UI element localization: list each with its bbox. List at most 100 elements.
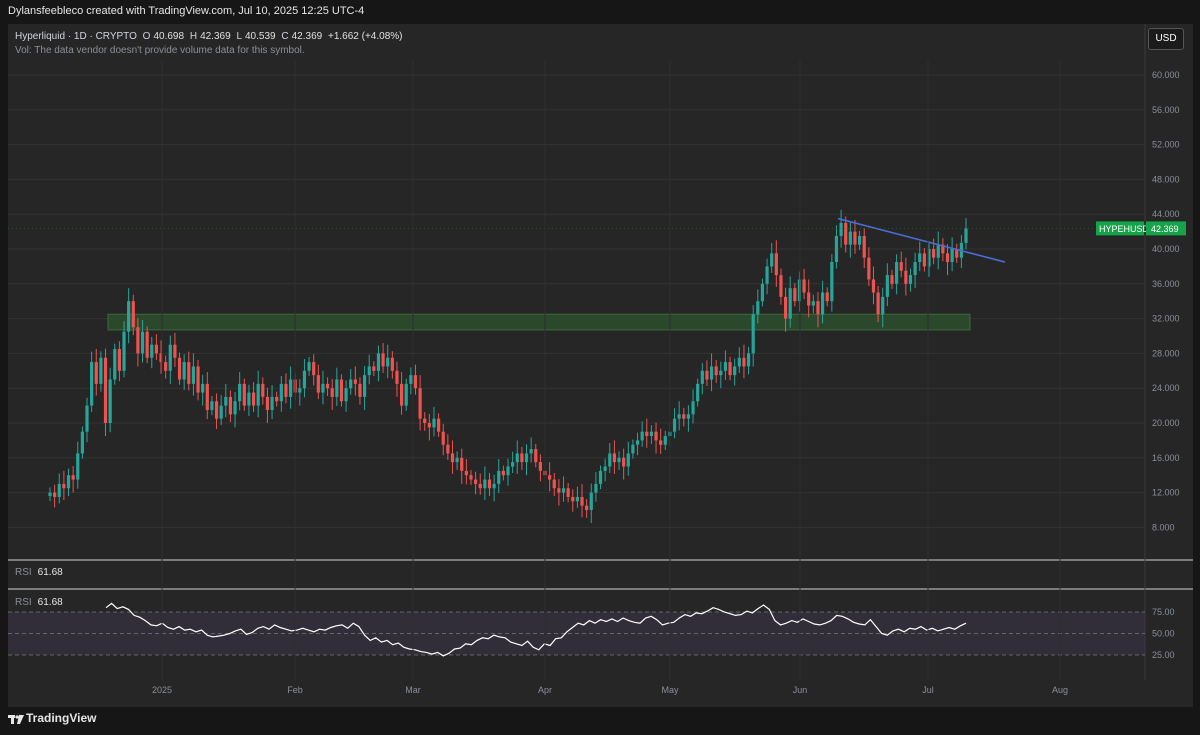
candle-body: [783, 296, 788, 319]
candle-body: [524, 453, 529, 463]
candle-body: [964, 228, 968, 243]
candle-body: [802, 279, 806, 293]
candle-body: [603, 466, 607, 471]
candle-body: [131, 301, 135, 328]
candle-body: [820, 292, 825, 315]
candle-body: [589, 492, 593, 510]
candle-body: [733, 366, 737, 376]
candle-body: [321, 383, 325, 393]
candle-body: [793, 288, 797, 302]
price-tick-label: 12.000: [1152, 488, 1180, 498]
candle-body: [349, 379, 353, 389]
candle-body: [242, 383, 246, 406]
candle-body: [94, 362, 98, 384]
candle-body: [418, 388, 422, 419]
candle-body: [895, 262, 899, 284]
trendline: [837, 217, 1006, 263]
candle-body: [622, 457, 626, 467]
candle-body: [344, 388, 348, 402]
candle-body: [312, 362, 316, 376]
candle-body: [103, 357, 108, 423]
candle-body: [691, 401, 695, 415]
candle-body: [399, 383, 404, 406]
change-value: +1.662 (+4.08%): [327, 31, 403, 42]
candle-body: [381, 353, 385, 367]
rsi-header: RSI 61.68: [15, 567, 63, 578]
candle-body: [460, 457, 464, 471]
candle-body: [469, 475, 473, 480]
candle-body: [663, 436, 667, 445]
candle-body: [205, 383, 209, 410]
high-label: H: [189, 31, 198, 42]
price-tick-label: 40.000: [1152, 244, 1180, 254]
price-tick-label: 16.000: [1152, 453, 1180, 463]
candle-body: [210, 401, 214, 410]
price-tick-label: 44.000: [1152, 209, 1180, 219]
candle-body: [830, 262, 834, 302]
price-tick-label: 32.000: [1152, 314, 1180, 324]
low-value: 40.539: [245, 31, 276, 42]
candle-body: [154, 344, 159, 354]
candle-body: [201, 383, 205, 393]
candle-body: [173, 344, 177, 358]
candle-body: [450, 453, 455, 463]
candle-body: [913, 262, 917, 276]
candle-body: [367, 366, 371, 376]
rsi-line: [105, 602, 967, 657]
candle-body: [288, 379, 293, 397]
candle-body: [714, 366, 718, 376]
candle-body: [848, 231, 852, 245]
candle-body: [635, 440, 640, 445]
candle-body: [654, 431, 658, 441]
tradingview-logo-icon: [8, 711, 24, 725]
time-tick-label: May: [661, 685, 679, 695]
candle-body: [427, 423, 431, 428]
price-tick-label: 52.000: [1152, 140, 1180, 150]
candle-body: [279, 383, 283, 402]
tradingview-logo[interactable]: TradingView: [8, 711, 96, 725]
candle-body: [885, 275, 889, 297]
candle-body: [955, 249, 959, 258]
candle-body: [705, 370, 709, 380]
candle-body: [506, 466, 510, 476]
chart-frame: [8, 24, 1193, 707]
candle-body: [742, 357, 746, 367]
candle-body: [617, 457, 621, 463]
price-tick-label: 28.000: [1152, 348, 1180, 358]
candle-body: [48, 492, 52, 497]
candle-body: [571, 496, 575, 502]
candle-body: [390, 357, 394, 371]
candle-body: [66, 475, 71, 489]
price-tick-label: 8.000: [1152, 522, 1175, 532]
candle-body: [585, 505, 589, 510]
candle-body: [881, 296, 885, 315]
price-tick-label: 36.000: [1152, 279, 1180, 289]
candle-body: [404, 383, 408, 406]
candle-body: [807, 292, 811, 306]
close-value: 42.369: [291, 31, 323, 42]
price-tick-label: 24.000: [1152, 383, 1180, 393]
candle-body: [474, 479, 478, 484]
high-value: 42.369: [200, 31, 231, 42]
candle-body: [839, 222, 843, 236]
candle-body: [339, 379, 344, 402]
candle-body: [57, 483, 61, 497]
price-tag-symbol-box: [1096, 221, 1144, 236]
candle-body: [113, 349, 117, 380]
candle-body: [247, 392, 251, 406]
candle-body: [876, 292, 880, 315]
candle-body: [122, 331, 126, 371]
candle-body: [233, 401, 237, 415]
tradingview-logo-text: TradingView: [26, 711, 97, 725]
candle-body: [709, 366, 714, 380]
candle-body: [765, 266, 769, 284]
candle-body: [751, 314, 755, 354]
price-tick-label: 20.000: [1152, 418, 1180, 428]
candle-body: [580, 496, 584, 506]
candle-body: [187, 362, 191, 384]
candle-body: [501, 470, 505, 476]
candle-body: [853, 231, 857, 245]
currency-button[interactable]: USD: [1148, 28, 1184, 50]
candle-body: [927, 249, 931, 267]
